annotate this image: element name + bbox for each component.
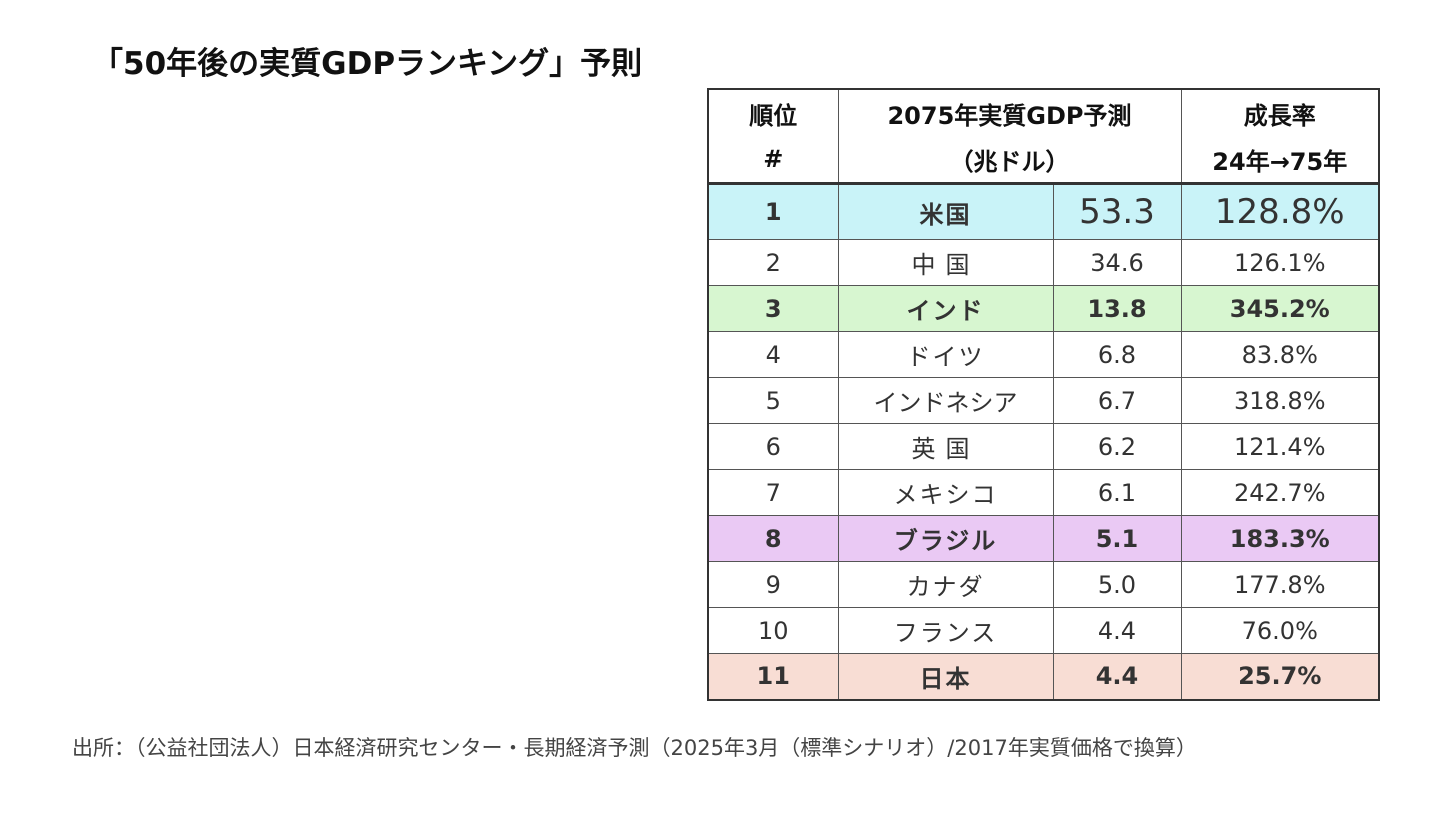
header-growth: 成長率 [1180, 88, 1380, 136]
country-cell: 英国 [837, 423, 1054, 470]
rank-cell: 5 [707, 377, 839, 424]
header-gdp: 2075年実質GDP予測 [837, 88, 1182, 136]
rank-cell: 4 [707, 331, 839, 378]
gdp-cell: 6.8 [1052, 331, 1182, 378]
table-row: 10 フランス 4.4 76.0% [707, 607, 1380, 654]
country-cell: インドネシア [837, 377, 1054, 424]
country-cell: メキシコ [837, 469, 1054, 516]
gdp-cell: 6.7 [1052, 377, 1182, 424]
growth-cell: 25.7% [1180, 653, 1380, 700]
rank-cell: 8 [707, 515, 839, 562]
country-cell: 中国 [837, 239, 1054, 286]
country-cell: ブラジル [837, 515, 1054, 562]
country-cell: フランス [837, 607, 1054, 654]
country-cell: 米国 [837, 183, 1054, 240]
gdp-cell: 13.8 [1052, 285, 1182, 332]
table-row: 11 日本 4.4 25.7% [707, 653, 1380, 700]
table-row: 9 カナダ 5.0 177.8% [707, 561, 1380, 608]
rank-cell: 7 [707, 469, 839, 516]
growth-cell: 345.2% [1180, 285, 1380, 332]
gdp-cell: 53.3 [1052, 183, 1182, 240]
growth-cell: 318.8% [1180, 377, 1380, 424]
rank-cell: 6 [707, 423, 839, 470]
rank-cell: 9 [707, 561, 839, 608]
growth-cell: 177.8% [1180, 561, 1380, 608]
growth-cell: 76.0% [1180, 607, 1380, 654]
rank-cell: 2 [707, 239, 839, 286]
country-cell: ドイツ [837, 331, 1054, 378]
table-row: 6 英国 6.2 121.4% [707, 423, 1380, 470]
header-rank-hash: # [707, 136, 839, 185]
rank-cell: 3 [707, 285, 839, 332]
table-header-row: # （兆ドル） 24年→75年 [707, 136, 1380, 185]
gdp-cell: 4.4 [1052, 653, 1182, 700]
gdp-cell: 6.2 [1052, 423, 1182, 470]
country-cell: インド [837, 285, 1054, 332]
table-row: 3 インド 13.8 345.2% [707, 285, 1380, 332]
growth-cell: 83.8% [1180, 331, 1380, 378]
gdp-ranking-table: 順位 2075年実質GDP予測 成長率 # （兆ドル） 24年→75年 1 米国… [707, 88, 1380, 701]
growth-cell: 242.7% [1180, 469, 1380, 516]
gdp-cell: 5.1 [1052, 515, 1182, 562]
gdp-cell: 6.1 [1052, 469, 1182, 516]
growth-cell: 121.4% [1180, 423, 1380, 470]
table-row: 5 インドネシア 6.7 318.8% [707, 377, 1380, 424]
growth-cell: 183.3% [1180, 515, 1380, 562]
growth-cell: 126.1% [1180, 239, 1380, 286]
growth-cell: 128.8% [1180, 183, 1380, 240]
rank-cell: 10 [707, 607, 839, 654]
page-title: 「50年後の実質GDPランキング」予則 [92, 46, 643, 82]
gdp-cell: 34.6 [1052, 239, 1182, 286]
header-rank: 順位 [707, 88, 839, 136]
header-gdp-unit: （兆ドル） [837, 136, 1182, 185]
country-cell: 日本 [837, 653, 1054, 700]
gdp-cell: 4.4 [1052, 607, 1182, 654]
table-row: 2 中国 34.6 126.1% [707, 239, 1380, 286]
country-cell: カナダ [837, 561, 1054, 608]
gdp-cell: 5.0 [1052, 561, 1182, 608]
rank-cell: 11 [707, 653, 839, 700]
rank-cell: 1 [707, 183, 839, 240]
table-row: 4 ドイツ 6.8 83.8% [707, 331, 1380, 378]
source-note: 出所：（公益社団法人）日本経済研究センター・長期経済予測（2025年3月（標準シ… [72, 736, 1197, 760]
header-growth-period: 24年→75年 [1180, 136, 1380, 185]
table-row: 1 米国 53.3 128.8% [707, 183, 1380, 240]
table-header-row: 順位 2075年実質GDP予測 成長率 [707, 88, 1380, 136]
table-row: 7 メキシコ 6.1 242.7% [707, 469, 1380, 516]
table-row: 8 ブラジル 5.1 183.3% [707, 515, 1380, 562]
